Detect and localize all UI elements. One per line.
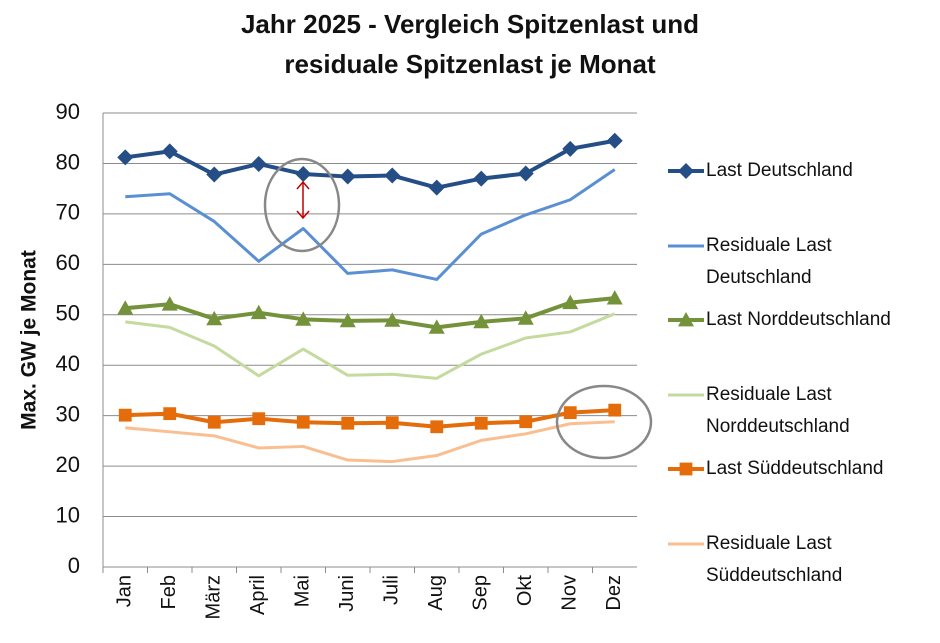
marker — [428, 319, 445, 334]
marker — [252, 412, 266, 426]
x-tick-label: Mai — [292, 575, 314, 607]
marker — [163, 407, 177, 421]
x-tick-label: Juni — [336, 575, 358, 612]
marker — [117, 149, 134, 166]
x-tick-label: Feb — [158, 575, 180, 609]
legend-swatch — [668, 244, 704, 247]
marker — [678, 312, 694, 327]
marker — [474, 416, 488, 430]
chart: Max. GW je Monat 0 10 20 30 40 50 60 70 80 90 Jan F… — [18, 99, 653, 619]
y-tick-label: 80 — [56, 149, 80, 174]
series-line — [125, 420, 615, 464]
series-line — [125, 408, 615, 429]
series-line — [125, 312, 616, 380]
marker — [562, 140, 579, 157]
marker — [517, 310, 534, 325]
y-tick-label: 10 — [56, 502, 80, 527]
legend-label: Last Deutschland — [706, 160, 853, 181]
x-tick-label: Jan — [114, 575, 136, 607]
marker — [517, 165, 534, 182]
marker — [161, 296, 178, 311]
marker — [679, 462, 693, 476]
legend-item: Last Norddeutschland — [666, 304, 938, 336]
marker — [117, 300, 134, 315]
marker — [608, 403, 622, 417]
marker — [430, 420, 444, 434]
marker — [385, 416, 399, 430]
legend-label: Last Norddeutschland — [706, 309, 891, 330]
marker — [384, 312, 401, 327]
marker — [606, 132, 623, 149]
y-tick-label: 0 — [68, 553, 80, 578]
x-tick-label: Aug — [425, 575, 447, 611]
y-tick-label: 40 — [56, 351, 80, 376]
y-tick-label: 60 — [56, 250, 80, 275]
x-tick-label: Dez — [603, 575, 625, 611]
marker — [339, 168, 356, 185]
legend-swatch — [668, 163, 704, 179]
legend-label: Residuale Last Deutschland — [706, 234, 832, 288]
marker — [207, 415, 221, 429]
marker — [428, 179, 445, 196]
legend-label: Residuale Last Süddeutschland — [706, 532, 843, 586]
y-tick-label: 30 — [56, 401, 80, 426]
legend-label: Last Süddeutschland — [706, 458, 884, 479]
x-tick-label: Juli — [381, 575, 403, 605]
marker — [341, 416, 355, 430]
series-line — [125, 296, 615, 330]
marker — [606, 290, 623, 305]
legend-item: Last Süddeutschland — [666, 453, 938, 485]
y-tick-label: 20 — [56, 452, 80, 477]
x-tick-label: Okt — [514, 575, 536, 607]
marker — [295, 166, 312, 183]
y-tick-label: 90 — [56, 99, 80, 124]
marker — [473, 313, 490, 329]
legend-item: Residuale Last Norddeutschland — [666, 379, 938, 443]
marker — [250, 304, 267, 320]
x-tick-label: April — [247, 575, 269, 615]
chart-title: Jahr 2025 - Vergleich Spitzenlast und re… — [240, 9, 700, 79]
legend-swatch — [668, 312, 704, 327]
legend-item: Residuale Last Deutschland — [666, 230, 938, 294]
y-axis-label: Max. GW je Monat — [18, 250, 41, 430]
marker — [519, 415, 533, 429]
legend-swatch — [668, 393, 704, 396]
legend-item: Residuale Last Süddeutschland — [666, 528, 938, 592]
annotation-ellipse — [555, 384, 653, 460]
marker — [118, 408, 132, 422]
legend-swatch — [668, 462, 704, 476]
marker — [384, 167, 401, 184]
x-tick-label: März — [203, 575, 225, 619]
x-tick-label: Nov — [559, 575, 581, 611]
series-line — [124, 138, 616, 190]
y-tick-label: 50 — [56, 301, 80, 326]
annotation-arrow — [296, 180, 310, 220]
marker — [295, 311, 312, 326]
annotation-ellipse — [263, 157, 341, 253]
legend-label: Residuale Last Norddeutschland — [706, 383, 850, 437]
legend-item: Last Deutschland — [666, 155, 938, 187]
y-tick-label: 70 — [56, 200, 80, 225]
marker — [206, 166, 223, 183]
marker — [250, 155, 267, 172]
marker — [678, 163, 694, 179]
x-tick-label: Sep — [470, 575, 492, 611]
marker — [206, 310, 223, 326]
legend-swatch — [668, 542, 704, 545]
marker — [161, 143, 178, 160]
marker — [339, 312, 356, 328]
marker — [562, 294, 579, 310]
marker — [563, 406, 577, 420]
series-line — [125, 168, 616, 281]
marker — [473, 170, 490, 187]
marker — [296, 415, 310, 429]
